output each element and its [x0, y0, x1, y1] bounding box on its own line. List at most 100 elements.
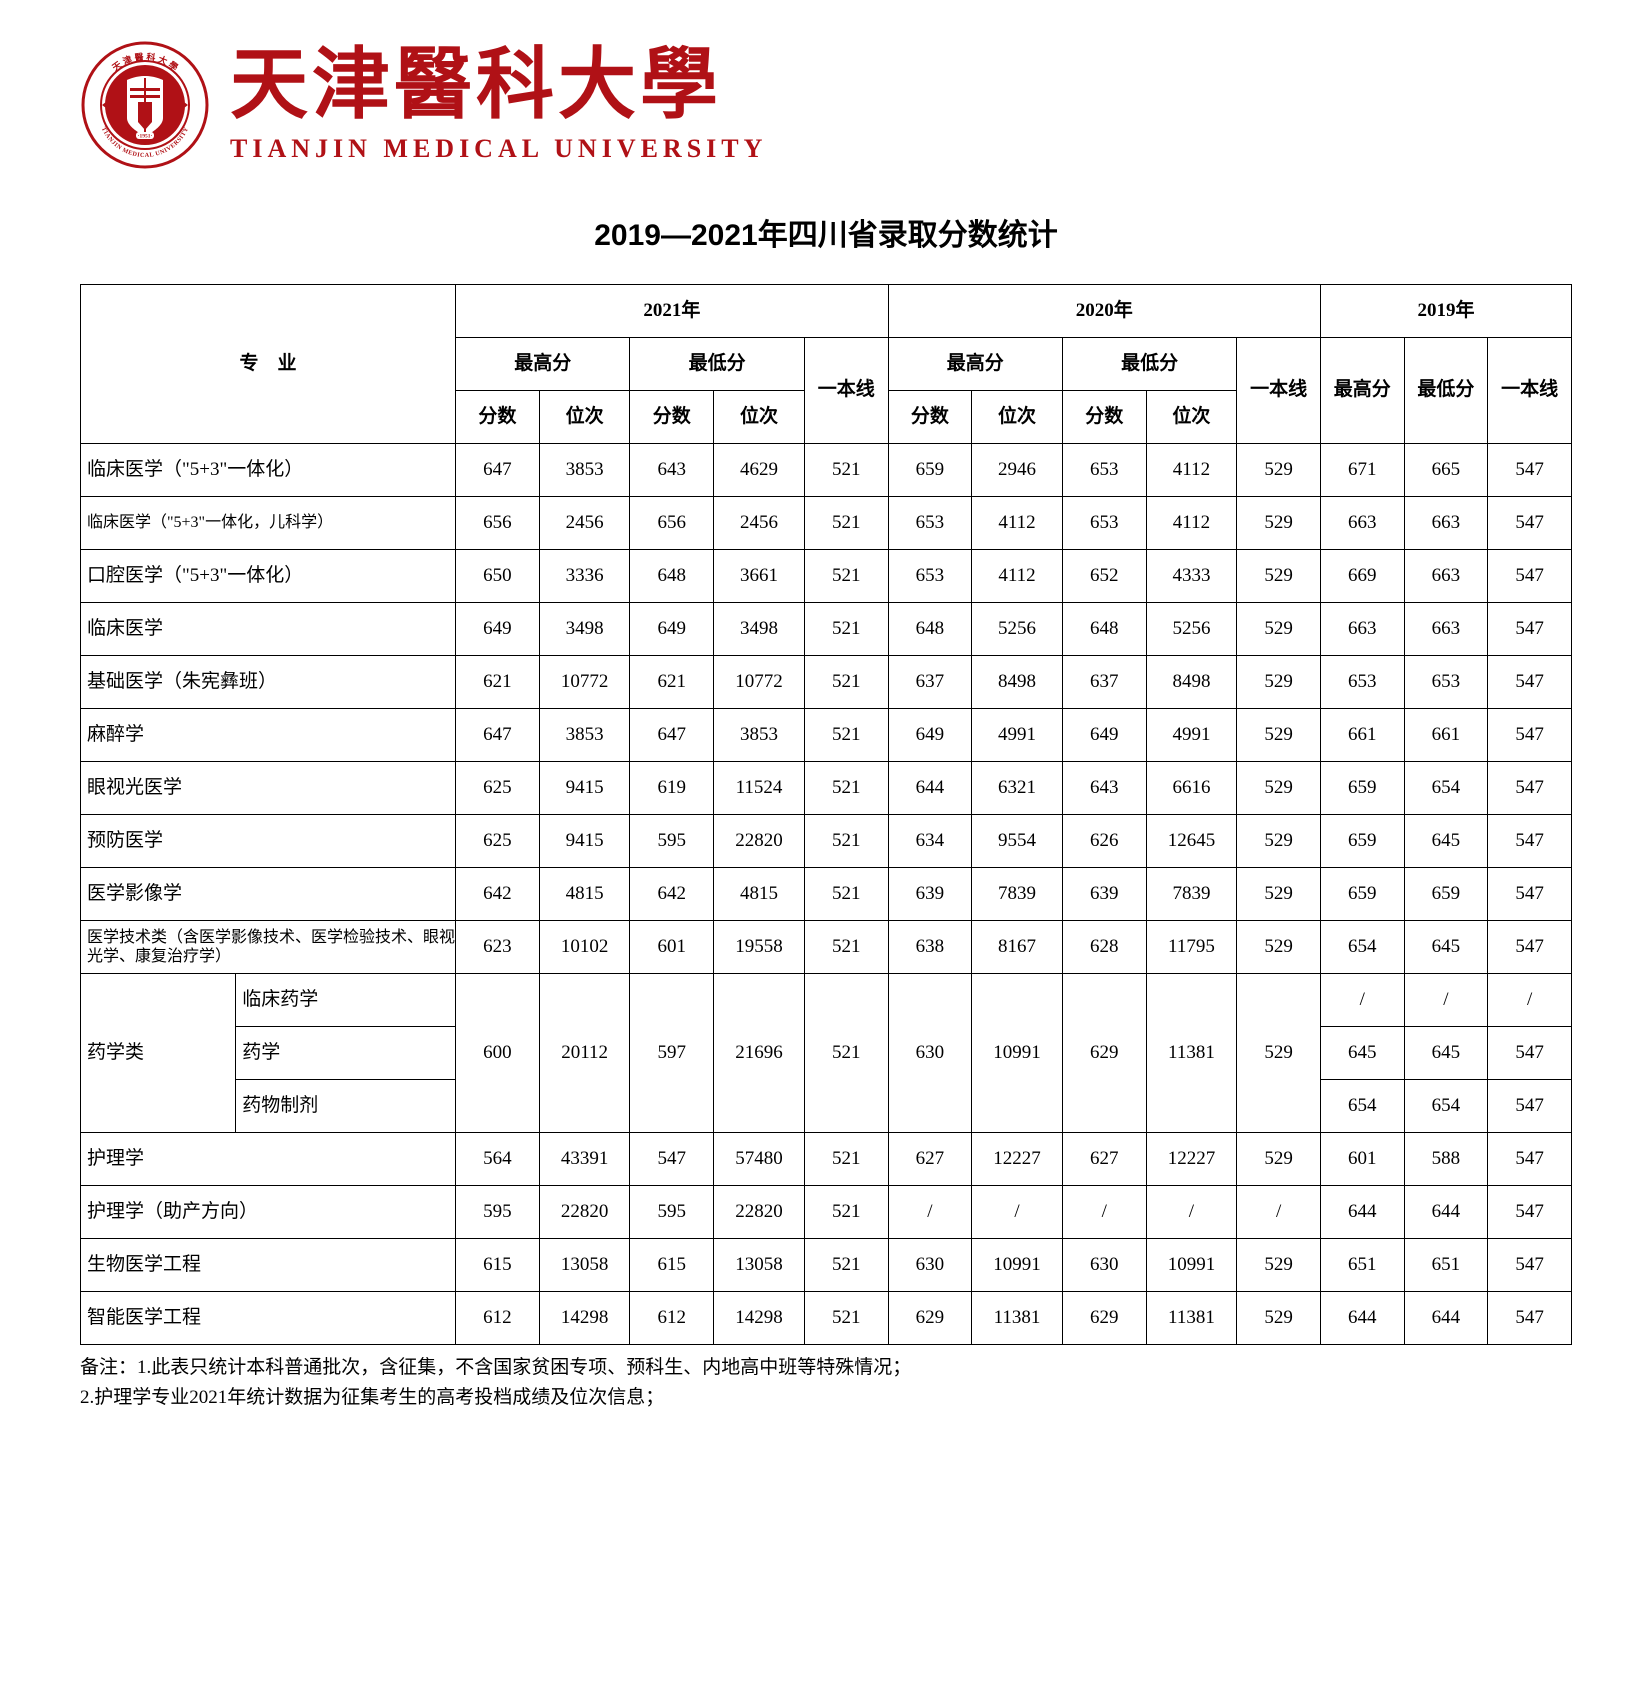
cell: 651: [1404, 1239, 1488, 1292]
header-score: 分数: [888, 391, 972, 444]
cell: 547: [1488, 1027, 1572, 1080]
cell: 529: [1237, 762, 1321, 815]
cell: 19558: [714, 921, 805, 974]
footnotes: 备注：1.此表只统计本科普通批次，含征集，不含国家贫困专项、预科生、内地高中班等…: [80, 1353, 1572, 1414]
cell: 654: [1404, 762, 1488, 815]
cell: 547: [1488, 656, 1572, 709]
cell: 588: [1404, 1133, 1488, 1186]
cell: 20112: [539, 974, 630, 1133]
cell: 637: [888, 656, 972, 709]
cell: 663: [1321, 603, 1405, 656]
cell: 601: [630, 921, 714, 974]
cell: 621: [456, 656, 540, 709]
header-score: 分数: [630, 391, 714, 444]
cell: 521: [804, 709, 888, 762]
cell: 529: [1237, 497, 1321, 550]
footnote-1: 备注：1.此表只统计本科普通批次，含征集，不含国家贫困专项、预科生、内地高中班等…: [80, 1353, 1572, 1383]
header-line: 一本线: [1237, 338, 1321, 444]
university-name-en: TIANJIN MEDICAL UNIVERSITY: [230, 134, 767, 164]
cell: 3661: [714, 550, 805, 603]
cell: 2456: [539, 497, 630, 550]
cell: 521: [804, 868, 888, 921]
cell: 5256: [1146, 603, 1237, 656]
cell: 4112: [1146, 497, 1237, 550]
cell: 521: [804, 1239, 888, 1292]
major-cell: 基础医学（朱宪彝班）: [81, 656, 456, 709]
cell: 630: [888, 1239, 972, 1292]
header-rank: 位次: [714, 391, 805, 444]
cell: /: [1321, 974, 1405, 1027]
cell: 661: [1321, 709, 1405, 762]
table-row: 智能医学工程6121429861214298521629113816291138…: [81, 1292, 1572, 1345]
cell: 663: [1404, 497, 1488, 550]
cell: 628: [1062, 921, 1146, 974]
page-title: 2019—2021年四川省录取分数统计: [80, 210, 1572, 254]
cell: 521: [804, 1292, 888, 1345]
cell: 9415: [539, 762, 630, 815]
cell: 11381: [1146, 1292, 1237, 1345]
cell: 643: [630, 444, 714, 497]
major-sub-cell: 药学: [236, 1027, 456, 1080]
cell: 547: [1488, 1239, 1572, 1292]
cell: 648: [1062, 603, 1146, 656]
major-cell: 麻醉学: [81, 709, 456, 762]
cell: 601: [1321, 1133, 1405, 1186]
cell: 22820: [714, 815, 805, 868]
cell: 648: [630, 550, 714, 603]
cell: 529: [1237, 1133, 1321, 1186]
footnote-2: 2.护理学专业2021年统计数据为征集考生的高考投档成绩及位次信息；: [80, 1383, 1572, 1413]
cell: 3498: [539, 603, 630, 656]
cell: 3336: [539, 550, 630, 603]
cell: 7839: [1146, 868, 1237, 921]
cell: 663: [1404, 550, 1488, 603]
cell: /: [1062, 1186, 1146, 1239]
cell: 3498: [714, 603, 805, 656]
cell: 661: [1404, 709, 1488, 762]
table-row: 医学影像学64248156424815521639783963978395296…: [81, 868, 1572, 921]
header-rank: 位次: [539, 391, 630, 444]
cell: 653: [1062, 444, 1146, 497]
cell: 5256: [972, 603, 1063, 656]
cell: 654: [1321, 921, 1405, 974]
cell: 649: [456, 603, 540, 656]
major-cell: 口腔医学（"5+3"一体化）: [81, 550, 456, 603]
cell: 529: [1237, 444, 1321, 497]
major-cell: 护理学: [81, 1133, 456, 1186]
cell: 671: [1321, 444, 1405, 497]
svg-text:·1951·: ·1951·: [138, 134, 153, 140]
cell: 22820: [714, 1186, 805, 1239]
table-row: 护理学（助产方向）5952282059522820521/////6446445…: [81, 1186, 1572, 1239]
admissions-table: 专 业 2021年 2020年 2019年 最高分 最低分 一本线 最高分 最低…: [80, 284, 1572, 1345]
cell: 644: [1321, 1292, 1405, 1345]
cell: 652: [1062, 550, 1146, 603]
cell: 642: [456, 868, 540, 921]
header-max: 最高分: [1321, 338, 1405, 444]
cell: 653: [1321, 656, 1405, 709]
cell: /: [972, 1186, 1063, 1239]
cell: 3853: [539, 444, 630, 497]
cell: 521: [804, 656, 888, 709]
cell: 13058: [539, 1239, 630, 1292]
cell: 649: [1062, 709, 1146, 762]
cell: 547: [1488, 709, 1572, 762]
cell: 4112: [972, 497, 1063, 550]
cell: 12227: [1146, 1133, 1237, 1186]
cell: 627: [888, 1133, 972, 1186]
cell: 4815: [714, 868, 805, 921]
cell: 529: [1237, 709, 1321, 762]
cell: 649: [888, 709, 972, 762]
cell: 10991: [1146, 1239, 1237, 1292]
cell: 521: [804, 974, 888, 1133]
cell: 21696: [714, 974, 805, 1133]
cell: 653: [1404, 656, 1488, 709]
cell: 649: [630, 603, 714, 656]
cell: 645: [1404, 921, 1488, 974]
cell: 638: [888, 921, 972, 974]
table-row: 麻醉学6473853647385352164949916494991529661…: [81, 709, 1572, 762]
cell: 4629: [714, 444, 805, 497]
table-row: 医学技术类（含医学影像技术、医学检验技术、眼视光学、康复治疗学）62310102…: [81, 921, 1572, 974]
cell: 529: [1237, 656, 1321, 709]
cell: 642: [630, 868, 714, 921]
cell: 644: [1321, 1186, 1405, 1239]
cell: 547: [1488, 550, 1572, 603]
